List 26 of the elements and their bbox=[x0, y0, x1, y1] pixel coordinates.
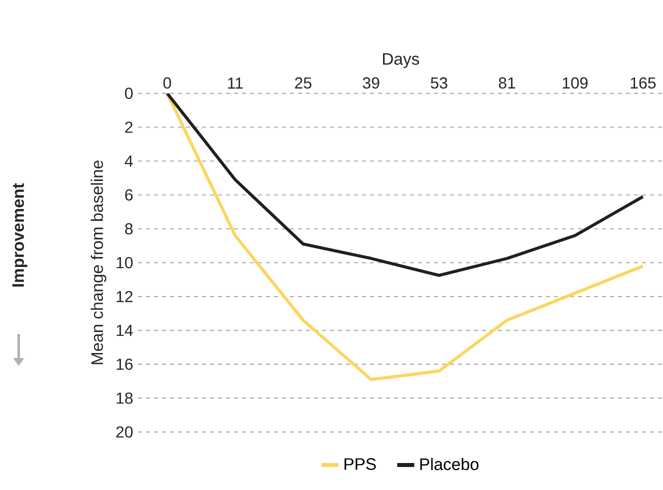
x-tick-label: 39 bbox=[362, 77, 380, 89]
x-tick-label: 0 bbox=[163, 77, 172, 89]
y-tick-label: 2 bbox=[125, 122, 132, 133]
y-tick-label: 0 bbox=[125, 88, 133, 99]
x-tick-label: 11 bbox=[228, 78, 243, 89]
line-series bbox=[166, 93, 644, 277]
y-tick-label: 14 bbox=[116, 324, 133, 336]
legend-label: Placebo bbox=[420, 458, 478, 470]
x-tick-label: 53 bbox=[430, 77, 448, 89]
legend-label: PPS bbox=[344, 458, 376, 470]
y-tick-label: 4 bbox=[124, 156, 133, 167]
y-tick-label: 16 bbox=[116, 358, 133, 370]
y-tick-label: 18 bbox=[116, 392, 133, 404]
x-tick-label: 25 bbox=[295, 77, 312, 89]
x-tick-label: 109 bbox=[562, 77, 588, 89]
y-tick-label: 6 bbox=[125, 189, 133, 201]
y-tick-label: 12 bbox=[116, 290, 132, 302]
y-tick-label: 20 bbox=[116, 426, 133, 438]
x-tick-label: 165 bbox=[630, 77, 656, 89]
x-axis-title: Days bbox=[383, 53, 420, 68]
y-tick-label: 10 bbox=[116, 257, 133, 268]
text: Improvement bbox=[12, 183, 28, 287]
y-tick-label: 8 bbox=[125, 223, 133, 234]
y-axis-title: Mean change from baseline bbox=[90, 160, 106, 364]
line-series bbox=[166, 93, 644, 382]
x-tick-label: 81 bbox=[498, 77, 516, 89]
